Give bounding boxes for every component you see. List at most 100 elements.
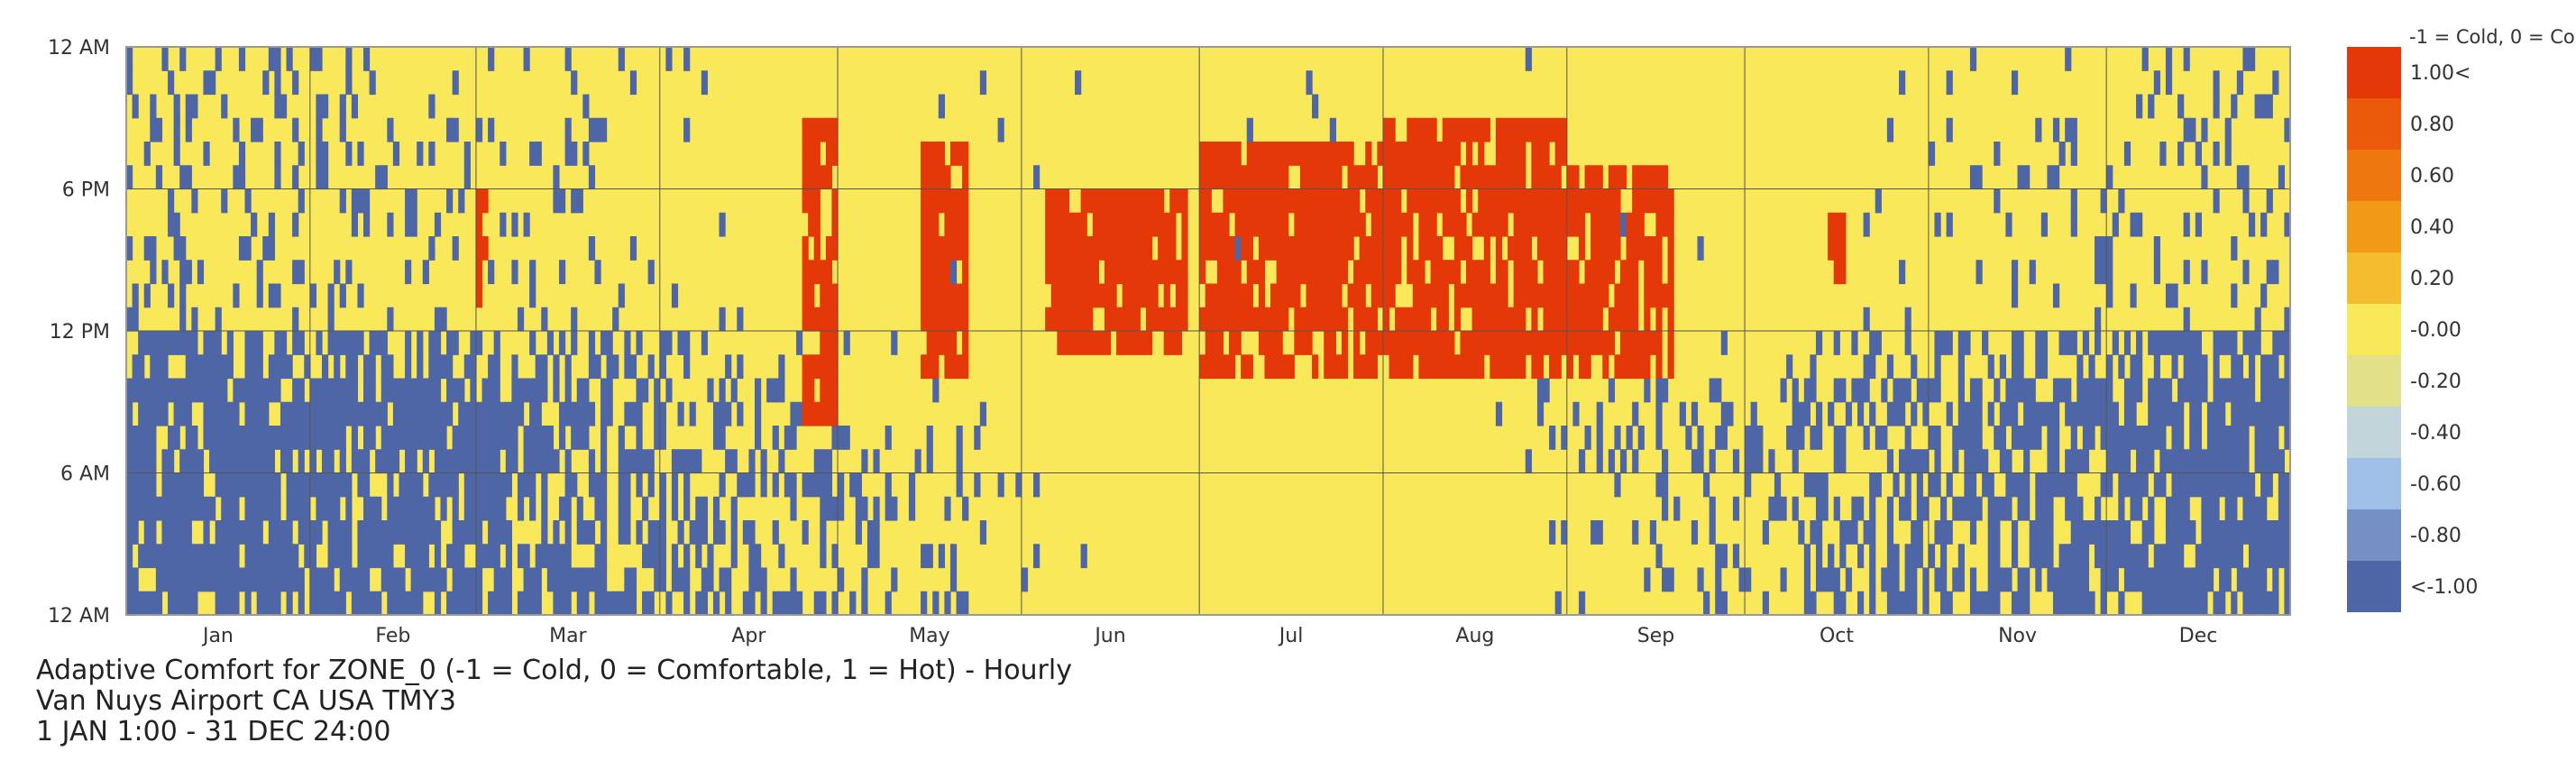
cold-cell: [292, 544, 299, 569]
cold-cell: [440, 426, 447, 450]
cold-cell: [2183, 331, 2190, 355]
cold-cell: [2171, 449, 2178, 474]
cold-cell: [434, 331, 442, 355]
chart-title: Adaptive Comfort for ZONE_0 (-1 = Cold, …: [36, 655, 1072, 686]
hot-cell: [1282, 260, 1289, 285]
cold-cell: [339, 188, 346, 214]
cold-cell: [493, 449, 500, 474]
cold-cell: [671, 472, 679, 498]
x-tick-label: Mar: [549, 625, 587, 647]
hot-cell: [1365, 307, 1372, 332]
hot-cell: [1175, 283, 1183, 308]
cold-cell: [363, 567, 371, 592]
hot-cell: [1133, 260, 1141, 285]
cold-cell: [523, 567, 530, 592]
cold-cell: [298, 591, 305, 616]
cold-cell: [2242, 449, 2250, 474]
hot-cell: [1169, 212, 1177, 237]
cold-cell: [1857, 378, 1865, 403]
cold-cell: [1904, 591, 1911, 616]
cold-cell: [417, 520, 424, 545]
cold-cell: [1561, 426, 1568, 450]
cold-cell: [143, 496, 151, 521]
cold-cell: [304, 472, 311, 498]
cold-cell: [410, 567, 417, 592]
cold-cell: [2165, 378, 2173, 403]
cold-cell: [422, 378, 429, 403]
hot-cell: [1572, 188, 1580, 214]
cold-cell: [173, 496, 180, 521]
cold-cell: [2171, 520, 2178, 545]
cold-cell: [268, 544, 275, 569]
cold-cell: [417, 142, 424, 166]
cold-cell: [221, 354, 228, 380]
y-tick-label: 6 PM: [62, 179, 110, 202]
cold-cell: [754, 426, 762, 450]
cold-cell: [351, 449, 359, 474]
cold-cell: [2017, 354, 2024, 380]
hot-cell: [1229, 188, 1236, 214]
cold-cell: [2165, 544, 2173, 569]
cold-cell: [434, 591, 442, 616]
cold-cell: [2165, 496, 2173, 521]
cold-cell: [659, 496, 666, 521]
cold-cell: [2106, 260, 2113, 285]
cold-cell: [1833, 426, 1840, 450]
hot-cell: [1554, 236, 1562, 261]
hot-cell: [1241, 236, 1248, 261]
cold-cell: [298, 401, 305, 426]
cold-cell: [529, 142, 536, 166]
cold-cell: [2130, 212, 2137, 237]
cold-cell: [546, 544, 555, 569]
hot-cell: [1205, 331, 1212, 355]
cold-cell: [316, 591, 323, 616]
hot-cell: [1353, 165, 1361, 190]
hot-cell: [1329, 283, 1336, 308]
cold-cell: [529, 283, 536, 308]
hot-cell: [1425, 331, 1432, 355]
hot-cell: [926, 188, 933, 214]
hot-cell: [1418, 283, 1426, 308]
cold-cell: [1893, 472, 1900, 498]
cold-cell: [1904, 426, 1911, 450]
cold-cell: [1857, 496, 1865, 521]
hot-cell: [1128, 307, 1135, 332]
cold-cell: [1863, 426, 1870, 450]
cold-cell: [1662, 449, 1669, 474]
cold-cell: [369, 331, 376, 355]
cold-cell: [2165, 567, 2173, 592]
cold-cell: [185, 426, 192, 450]
hot-cell: [1655, 260, 1663, 285]
cold-cell: [624, 591, 631, 616]
cold-cell: [1745, 426, 1752, 450]
cold-cell: [215, 544, 222, 569]
cold-cell: [339, 117, 346, 142]
cold-cell: [262, 544, 270, 569]
hot-cell: [1276, 188, 1283, 214]
cold-cell: [493, 520, 500, 545]
cold-cell: [2183, 449, 2190, 474]
cold-cell: [748, 520, 756, 545]
cold-cell: [2123, 544, 2131, 569]
cold-cell: [327, 520, 335, 545]
hot-cell: [1655, 236, 1663, 261]
cold-cell: [1720, 591, 1728, 616]
hot-cell: [1276, 165, 1283, 190]
hot-cell: [1389, 331, 1396, 355]
cold-cell: [1875, 472, 1882, 498]
cold-cell: [2082, 449, 2090, 474]
cold-cell: [500, 591, 507, 616]
hot-cell: [1169, 331, 1177, 355]
hot-cell: [949, 212, 958, 237]
hot-cell: [1478, 260, 1485, 285]
cold-cell: [262, 472, 270, 498]
cold-cell: [286, 426, 293, 450]
cold-cell: [481, 472, 489, 498]
hot-cell: [1644, 236, 1651, 261]
chart-location: Van Nuys Airport CA USA TMY3: [36, 685, 456, 717]
hot-cell: [1068, 236, 1076, 261]
cold-cell: [143, 236, 151, 261]
legend-title: -1 = Cold, 0 = Comfortable, 1 = Hot: [2409, 26, 2576, 48]
cold-cell: [2201, 165, 2208, 190]
cold-cell: [392, 401, 400, 426]
